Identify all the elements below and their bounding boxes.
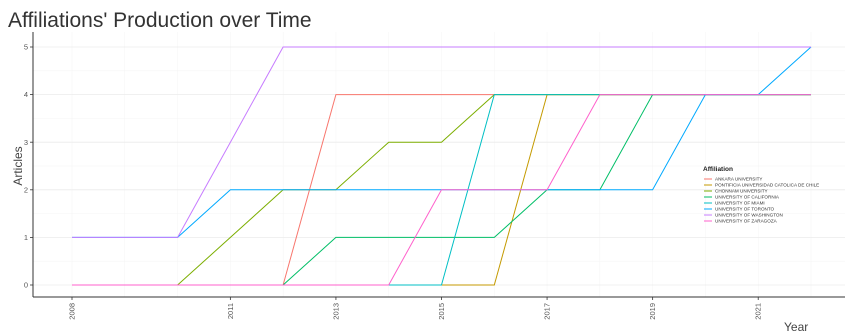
legend-entry: UNIVERSITY OF TORONTO bbox=[715, 207, 775, 212]
series-layer bbox=[72, 46, 812, 286]
legend-entry: PONTIFICIA UNIVERSIDAD CATOLICA DE CHILE bbox=[715, 183, 819, 188]
axes bbox=[32, 32, 845, 298]
x-tick-label: 2008 bbox=[68, 303, 77, 320]
legend-entry: UNIVERSITY OF ZARAGOZA bbox=[715, 219, 778, 224]
x-tick-label: 2015 bbox=[437, 303, 446, 320]
y-axis-title: Articles bbox=[11, 146, 25, 185]
x-tick-label: 2011 bbox=[226, 303, 235, 319]
x-axis-title: Year bbox=[784, 320, 808, 334]
legend-title: Affiliation bbox=[703, 166, 733, 173]
series-line bbox=[72, 94, 811, 286]
legend-entry: UNIVERSITY OF MIAMI bbox=[715, 201, 765, 206]
x-tick-label: 2021 bbox=[754, 303, 763, 320]
x-tick-label: 2013 bbox=[331, 303, 340, 320]
y-tick-label: 0 bbox=[24, 281, 28, 290]
y-tick-label: 2 bbox=[24, 185, 28, 194]
x-tick-label: 2019 bbox=[648, 303, 657, 320]
y-tick-labels: 0 1 2 3 4 5 bbox=[24, 43, 33, 290]
grid bbox=[33, 32, 845, 297]
y-tick-label: 4 bbox=[24, 90, 28, 99]
legend-entry: ANKARA UNIVERSITY bbox=[715, 177, 762, 182]
legend: Affiliation ANKARA UNIVERSITYPONTIFICIA … bbox=[703, 166, 819, 224]
chart-title: Affiliations' Production over Time bbox=[8, 9, 312, 32]
legend-entry: CHONNAM UNIVERSITY bbox=[715, 189, 768, 194]
series-line bbox=[72, 46, 811, 238]
y-tick-label: 3 bbox=[24, 138, 28, 147]
y-tick-label: 1 bbox=[24, 233, 28, 242]
legend-entry: UNIVERSITY OF WASHINGTON bbox=[715, 213, 783, 218]
y-tick-label: 5 bbox=[24, 43, 28, 52]
x-tick-label: 2017 bbox=[543, 303, 552, 320]
x-tick-labels: 2008 2011 2013 2015 2017 2019 2021 bbox=[68, 297, 763, 320]
legend-entry: UNIVERSITY OF CALIFORNIA bbox=[715, 195, 780, 200]
